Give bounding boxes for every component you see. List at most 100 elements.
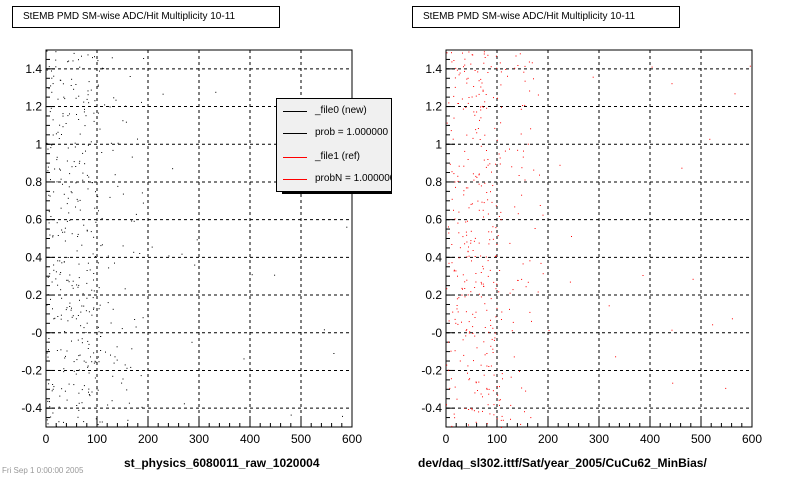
scatter-point <box>53 318 55 320</box>
x-tick-label: 400 <box>240 432 260 446</box>
scatter-point <box>125 105 127 107</box>
scatter-point <box>488 366 490 367</box>
scatter-point <box>51 70 52 72</box>
scatter-point <box>499 62 501 64</box>
scatter-point <box>451 198 453 200</box>
scatter-point <box>672 382 674 384</box>
scatter-point <box>87 348 89 349</box>
scatter-point <box>128 402 130 404</box>
scatter-point <box>46 304 48 306</box>
scatter-point <box>143 58 145 59</box>
scatter-point <box>77 200 79 202</box>
scatter-point <box>451 52 452 54</box>
scatter-point <box>671 329 673 331</box>
scatter-point <box>493 97 494 99</box>
scatter-point <box>525 286 527 288</box>
scatter-point <box>470 291 472 293</box>
scatter-point <box>495 316 497 318</box>
scatter-point <box>521 278 523 280</box>
scatter-point <box>55 278 57 280</box>
scatter-point <box>122 193 124 195</box>
scatter-point <box>473 410 475 412</box>
scatter-point <box>101 218 103 219</box>
scatter-point <box>83 385 85 387</box>
scatter-point <box>98 361 100 363</box>
scatter-point <box>490 66 492 68</box>
scatter-point <box>520 133 522 135</box>
scatter-point <box>448 226 449 228</box>
scatter-point <box>69 274 71 276</box>
scatter-point <box>62 183 63 185</box>
scatter-point <box>492 185 494 186</box>
scatter-point <box>88 81 90 83</box>
y-tick-label: -0.4 <box>421 401 442 415</box>
scatter-point <box>215 91 217 93</box>
scatter-point <box>121 382 123 384</box>
y-tick-label: 0.8 <box>425 175 442 189</box>
scatter-point <box>459 72 461 74</box>
scatter-point <box>498 153 500 155</box>
scatter-point <box>137 138 138 140</box>
scatter-point <box>133 251 135 253</box>
scatter-point <box>55 59 57 61</box>
scatter-point <box>520 108 522 110</box>
scatter-point <box>509 148 510 150</box>
scatter-point <box>474 256 476 257</box>
scatter-point <box>467 372 468 374</box>
scatter-point <box>83 101 85 103</box>
scatter-point <box>480 296 482 298</box>
scatter-point <box>124 426 125 428</box>
scatter-point <box>484 134 486 136</box>
scatter-point <box>46 419 48 421</box>
scatter-point <box>75 182 77 184</box>
scatter-point <box>523 71 525 73</box>
scatter-point <box>495 255 497 257</box>
scatter-point <box>69 219 71 221</box>
scatter-point <box>97 262 99 264</box>
scatter-point <box>68 186 70 188</box>
scatter-point <box>490 319 491 321</box>
scatter-point <box>48 222 50 224</box>
scatter-point <box>47 228 49 230</box>
scatter-point <box>490 298 492 300</box>
scatter-point <box>83 360 85 362</box>
scatter-point <box>448 341 449 343</box>
scatter-point <box>712 324 714 326</box>
scatter-point <box>524 411 525 413</box>
scatter-point <box>78 392 80 394</box>
y-tick-label: 0.2 <box>25 288 42 302</box>
scatter-point <box>147 316 149 318</box>
scatter-point <box>463 165 465 167</box>
scatter-point <box>67 320 69 322</box>
scatter-point <box>468 207 470 209</box>
scatter-point <box>57 131 59 133</box>
scatter-point <box>59 395 61 397</box>
scatter-point <box>97 424 99 426</box>
scatter-point <box>49 195 51 197</box>
scatter-point <box>493 339 495 341</box>
scatter-point <box>85 115 87 117</box>
scatter-point <box>495 288 497 290</box>
scatter-point <box>468 424 469 426</box>
scatter-point <box>493 404 495 406</box>
scatter-point <box>501 106 502 108</box>
scatter-point <box>48 66 50 68</box>
y-tick-label: 1.4 <box>425 62 442 76</box>
scatter-point <box>651 66 653 68</box>
scatter-point <box>510 418 511 420</box>
scatter-point <box>451 244 453 245</box>
scatter-point <box>486 107 488 109</box>
scatter-point <box>514 67 516 69</box>
scatter-point <box>467 102 469 104</box>
scatter-point <box>94 207 96 209</box>
scatter-point <box>501 319 502 320</box>
scatter-point <box>490 325 492 326</box>
scatter-point <box>133 220 135 222</box>
scatter-point <box>81 244 83 246</box>
scatter-point <box>64 98 66 100</box>
scatter-point <box>509 242 511 244</box>
scatter-point <box>100 336 101 337</box>
scatter-point <box>490 345 492 347</box>
scatter-point <box>511 166 513 168</box>
scatter-point <box>66 350 68 352</box>
